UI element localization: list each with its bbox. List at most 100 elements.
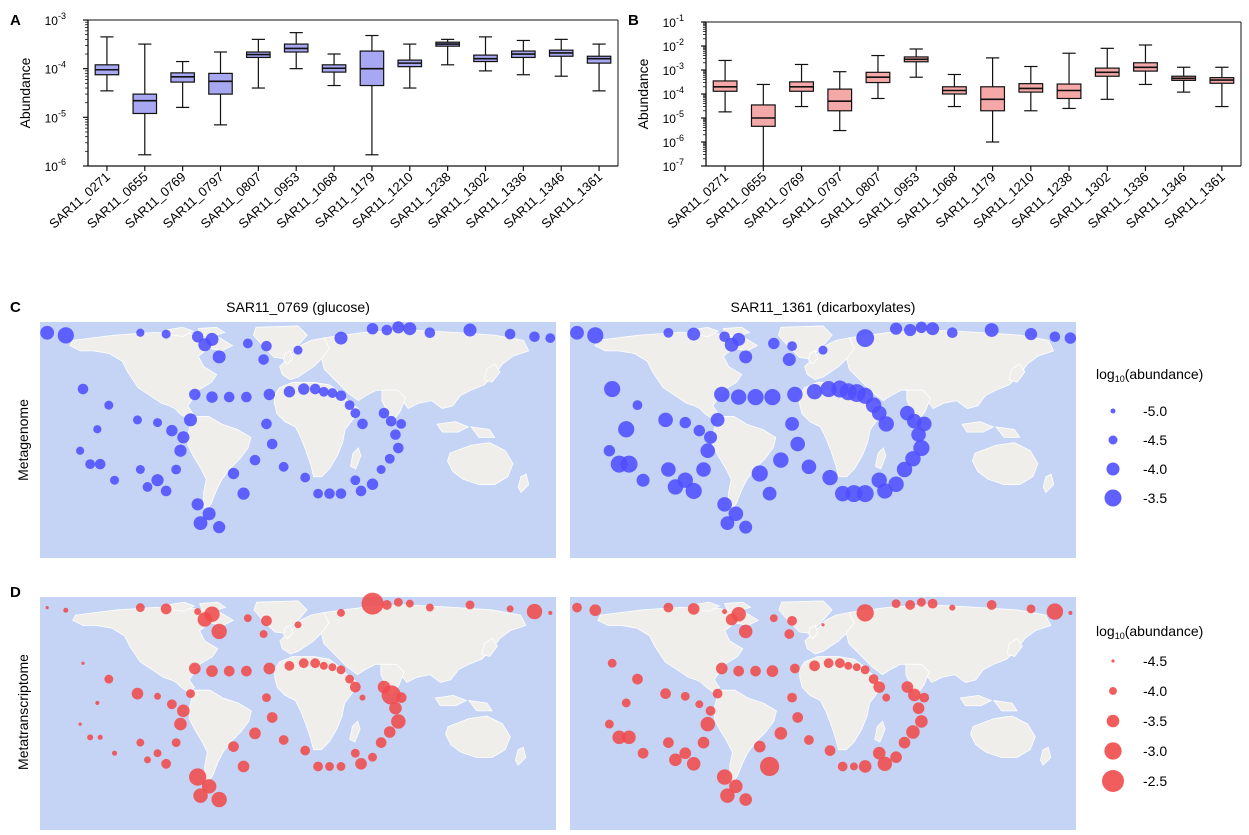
d2-station-point — [705, 705, 716, 716]
d2-station-point — [604, 719, 614, 729]
d1-station-point — [228, 741, 239, 752]
d2-station-point — [753, 740, 766, 753]
d2-station-point — [915, 715, 928, 728]
c1-station-point — [153, 418, 163, 428]
c2-station-point — [1024, 327, 1038, 341]
a-box — [586, 43, 612, 92]
b-box-body — [750, 104, 776, 127]
c1-station-point — [385, 415, 397, 427]
c2-station-point — [787, 386, 803, 403]
c2-station-point — [663, 327, 674, 338]
d2-station-point — [852, 663, 861, 672]
c1-station-point — [393, 442, 404, 454]
c2-station-point — [915, 321, 928, 334]
d-legend-label: -4.0 — [1143, 683, 1167, 699]
c2-station-point — [888, 476, 904, 492]
c1-station-point — [366, 323, 379, 335]
a-ytick-label: 10-5 — [45, 108, 66, 125]
c2-station-point — [720, 516, 735, 531]
c2-station-point — [620, 455, 638, 473]
c1-station-point — [335, 488, 347, 499]
d2-station-point — [759, 756, 780, 777]
d2-station-point — [873, 681, 886, 693]
c1-station-point — [263, 388, 276, 401]
d1-station-point — [160, 603, 172, 615]
a-box — [132, 43, 158, 156]
b-ylabel: Abundance — [635, 58, 651, 129]
c1-station-point — [350, 408, 361, 419]
d2-station-point — [919, 692, 930, 703]
c2-station-point — [632, 400, 643, 411]
c1-station-point — [57, 327, 74, 344]
c-legend-swatch — [1104, 489, 1122, 507]
a-box — [511, 39, 536, 76]
c-legend-swatch — [1110, 408, 1116, 414]
legend-title-metagenome: log10(abundance) — [1096, 366, 1203, 384]
d2-station-point — [906, 725, 920, 739]
b-box — [712, 59, 738, 113]
c1-station-point — [104, 400, 114, 410]
c2-station-point — [764, 388, 781, 406]
d1-station-point — [241, 665, 252, 677]
c2-station-point — [926, 322, 940, 336]
c1-station-point — [249, 454, 261, 466]
c1-station-point — [237, 487, 250, 500]
a-ytick-label: 10-6 — [45, 157, 66, 174]
c1-station-point — [136, 328, 145, 337]
d1-station-point — [266, 712, 278, 723]
c1-station-point — [309, 383, 321, 395]
c1-station-point — [198, 338, 212, 352]
c1-station-point — [278, 461, 289, 472]
d1-station-point — [336, 762, 346, 771]
d2-station-point — [729, 779, 743, 794]
d1-station-point — [368, 752, 377, 762]
panel-letter-c: C — [10, 299, 21, 316]
d2-station-point — [834, 658, 845, 669]
c1-stations — [40, 321, 556, 534]
c1-station-point — [160, 485, 172, 497]
d2-station-point — [663, 737, 674, 748]
d2-station-point — [687, 603, 700, 615]
d2-station-point — [686, 757, 701, 771]
d-legend-swatch — [1109, 687, 1117, 695]
d1-station-point — [154, 692, 162, 700]
d2-station-point — [901, 681, 914, 693]
d1-station-point — [193, 788, 208, 803]
d2-station-point — [660, 688, 671, 700]
c2-station-point — [856, 329, 875, 347]
d1-station-point — [201, 779, 217, 794]
c2-station-point — [570, 325, 584, 340]
d1-station-point — [206, 665, 218, 677]
c2-station-point — [739, 520, 753, 534]
c1-station-point — [504, 328, 516, 340]
c1-station-point — [350, 475, 361, 486]
d2-station-point — [789, 663, 800, 674]
c1-station-point — [93, 425, 102, 434]
c1-station-point — [300, 472, 311, 483]
d2-station-point — [733, 665, 745, 677]
c1-station-point — [171, 464, 182, 475]
d1-station-point — [405, 599, 414, 608]
c1-station-point — [376, 465, 386, 474]
c1-station-point — [135, 465, 145, 474]
d2-station-point — [766, 665, 779, 677]
d1-station-point — [186, 689, 195, 699]
c1-station-point — [357, 418, 368, 430]
c2-station-point — [693, 424, 706, 437]
c1-station-point — [396, 419, 407, 429]
d2-station-point — [868, 674, 879, 684]
c1-station-point — [223, 391, 235, 403]
d1-station-point — [355, 757, 367, 770]
map-title-glucose: SAR11_0769 (glucose) — [226, 299, 370, 315]
c-legend-label: -4.5 — [1143, 432, 1167, 448]
d1-station-point — [223, 665, 235, 677]
d-legend-swatch — [1102, 770, 1124, 792]
c1-station-point — [378, 407, 390, 419]
d2-station-point — [572, 602, 582, 613]
d1-station-point — [319, 661, 328, 670]
d1-station-point — [161, 758, 172, 769]
d1-station-point — [310, 658, 321, 669]
d1-station-point — [237, 760, 250, 773]
b-ytick-label: 10-4 — [663, 85, 684, 102]
